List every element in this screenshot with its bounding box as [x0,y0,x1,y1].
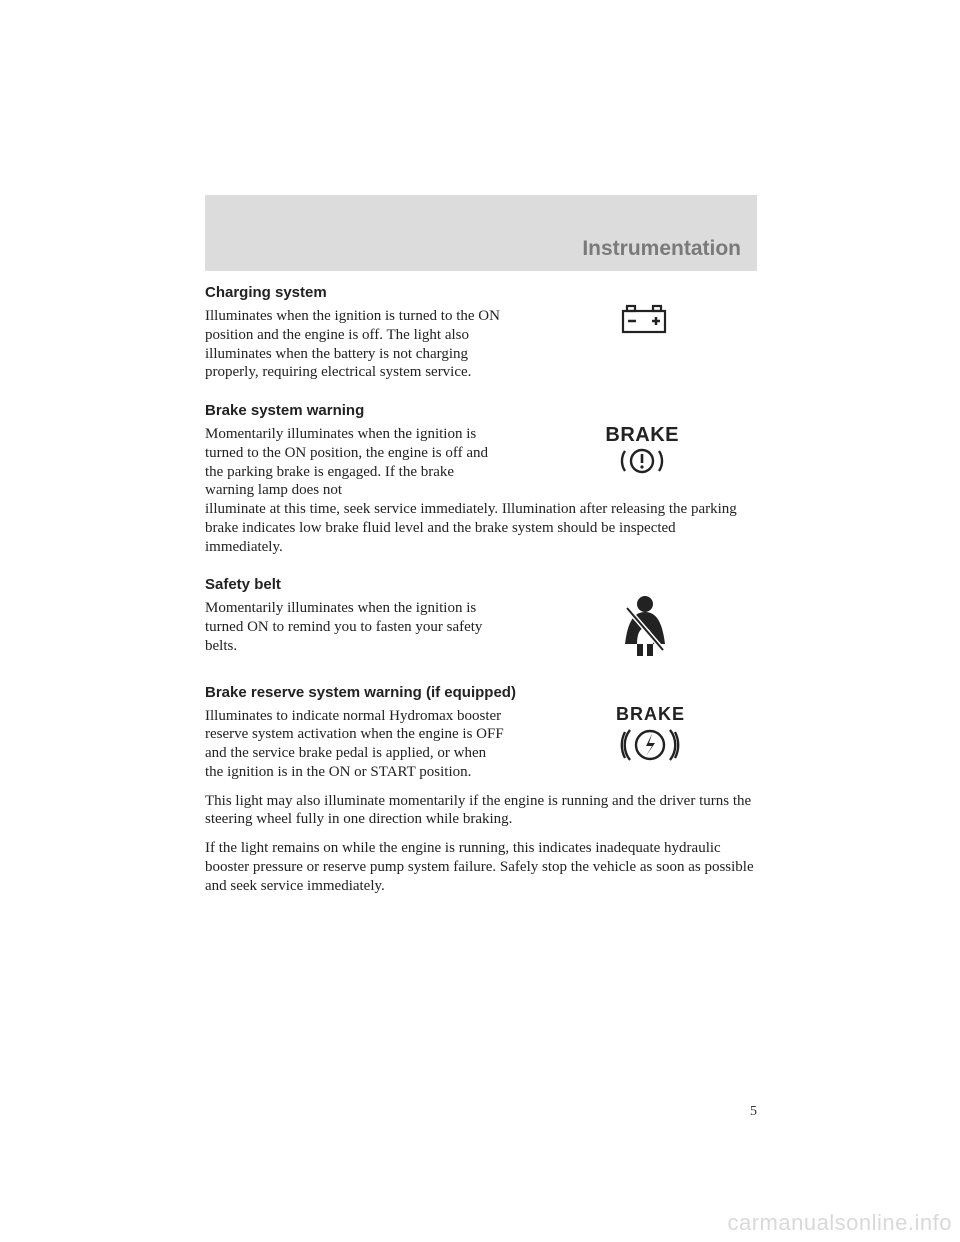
section-brake-reserve: Brake reserve system warning (if equippe… [205,684,757,896]
page-content: Charging system Illuminates when the ign… [205,284,757,915]
watermark-text: carmanualsonline.info [727,1210,952,1236]
chapter-header-bar: Instrumentation [205,195,757,271]
page-number: 5 [205,1104,757,1120]
heading-brake-warning: Brake system warning [205,402,757,419]
heading-safety-belt: Safety belt [205,576,757,593]
para-brake-warning-wide: illuminate at this time, seek service im… [205,500,757,556]
section-brake-warning: Brake system warning Momentarily illumin… [205,402,757,556]
para-charging: Illuminates when the ignition is turned … [205,307,505,382]
brake-warning-icon-label: BRAKE [605,424,679,447]
heading-brake-reserve: Brake reserve system warning (if equippe… [205,684,757,701]
chapter-title: Instrumentation [582,237,741,261]
para-brake-warning-narrow: Momentarily illuminates when the ignitio… [205,425,505,500]
section-safety-belt: Safety belt Momentarily illuminates when… [205,576,757,655]
para-brake-reserve-3: If the light remains on while the engine… [205,839,757,895]
battery-icon [621,304,667,339]
seatbelt-icon [617,594,673,663]
section-charging: Charging system Illuminates when the ign… [205,284,757,382]
heading-charging: Charging system [205,284,757,301]
para-brake-reserve-narrow: Illuminates to indicate normal Hydromax … [205,707,505,782]
para-brake-reserve-2: This light may also illuminate momentari… [205,792,757,830]
brake-warning-icon: BRAKE [605,424,679,475]
brake-reserve-icon: BRAKE [616,704,685,765]
brake-reserve-icon-label: BRAKE [616,704,685,725]
para-safety-belt: Momentarily illuminates when the ignitio… [205,599,505,655]
